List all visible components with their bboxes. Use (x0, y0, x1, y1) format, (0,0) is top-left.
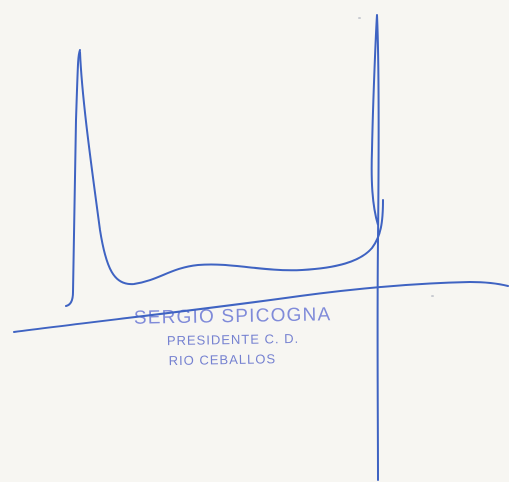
paper-speck (358, 17, 361, 19)
signature-stroke-right (370, 14, 380, 481)
signature-stroke-loop (79, 51, 384, 286)
paper-speck (431, 295, 434, 297)
signature-stroke-left (65, 49, 81, 307)
signature-stroke-baseline (13, 281, 509, 333)
